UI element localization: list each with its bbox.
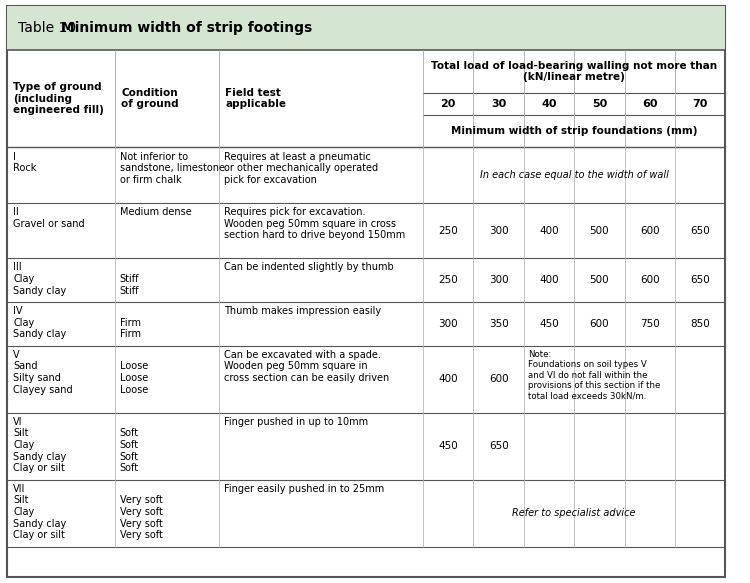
Text: In each case equal to the width of wall: In each case equal to the width of wall [480, 170, 669, 180]
Text: Very soft
Very soft
Very soft
Very soft: Very soft Very soft Very soft Very soft [120, 484, 163, 540]
Text: Type of ground
(including
engineered fill): Type of ground (including engineered fil… [13, 82, 104, 115]
Text: 20: 20 [440, 99, 456, 110]
Text: 500: 500 [590, 226, 609, 236]
Text: 650: 650 [690, 226, 710, 236]
Text: 300: 300 [439, 319, 458, 329]
Text: Condition
of ground: Condition of ground [122, 87, 178, 110]
Text: Can be excavated with a spade.
Wooden peg 50mm square in
cross section can be ea: Can be excavated with a spade. Wooden pe… [224, 350, 388, 383]
FancyBboxPatch shape [8, 6, 725, 577]
Text: 400: 400 [539, 275, 559, 285]
Text: Requires pick for excavation.
Wooden peg 50mm square in cross
section hard to dr: Requires pick for excavation. Wooden peg… [224, 207, 405, 240]
Text: Note:
Foundations on soil types V
and VI do not fall within the
provisions of th: Note: Foundations on soil types V and VI… [528, 350, 661, 401]
Text: 400: 400 [539, 226, 559, 236]
Text: Medium dense: Medium dense [120, 207, 191, 217]
Text: 450: 450 [439, 441, 458, 451]
Text: III
Clay
Sandy clay: III Clay Sandy clay [13, 262, 67, 296]
Text: Requires at least a pneumatic
or other mechanically operated
pick for excavation: Requires at least a pneumatic or other m… [224, 152, 378, 185]
Text: VII
Silt
Clay
Sandy clay
Clay or silt: VII Silt Clay Sandy clay Clay or silt [13, 484, 67, 540]
Text: Loose
Loose
Loose: Loose Loose Loose [120, 350, 148, 395]
Text: 250: 250 [439, 226, 458, 236]
Text: IV
Clay
Sandy clay: IV Clay Sandy clay [13, 306, 67, 339]
Text: 600: 600 [590, 319, 609, 329]
Text: Finger easily pushed in to 25mm: Finger easily pushed in to 25mm [224, 484, 384, 494]
Text: Table 10: Table 10 [18, 20, 86, 35]
Text: 30: 30 [491, 99, 506, 110]
Text: Finger pushed in up to 10mm: Finger pushed in up to 10mm [224, 417, 368, 427]
Text: Thumb makes impression easily: Thumb makes impression easily [224, 306, 381, 316]
Text: Total load of load-bearing walling not more than
(kN/linear metre): Total load of load-bearing walling not m… [431, 61, 717, 82]
Text: 40: 40 [542, 99, 556, 110]
Text: Field test
applicable: Field test applicable [225, 87, 286, 110]
Text: II
Gravel or sand: II Gravel or sand [13, 207, 85, 229]
Text: Firm
Firm: Firm Firm [120, 306, 141, 339]
FancyBboxPatch shape [8, 6, 725, 50]
Text: 350: 350 [489, 319, 508, 329]
Text: 850: 850 [690, 319, 710, 329]
Text: 400: 400 [439, 374, 458, 384]
Text: Stiff
Stiff: Stiff Stiff [120, 262, 140, 296]
Text: 650: 650 [489, 441, 508, 451]
Text: Minimum width of strip footings: Minimum width of strip footings [61, 20, 312, 35]
Text: 60: 60 [642, 99, 658, 110]
Text: 300: 300 [489, 275, 508, 285]
Text: Refer to specialist advice: Refer to specialist advice [512, 508, 636, 518]
Text: 500: 500 [590, 275, 609, 285]
Text: 750: 750 [640, 319, 660, 329]
Text: 450: 450 [539, 319, 559, 329]
Text: 600: 600 [640, 226, 659, 236]
Text: 600: 600 [489, 374, 508, 384]
Text: 300: 300 [489, 226, 508, 236]
Text: VI
Silt
Clay
Sandy clay
Clay or silt: VI Silt Clay Sandy clay Clay or silt [13, 417, 67, 473]
Text: V
Sand
Silty sand
Clayey sand: V Sand Silty sand Clayey sand [13, 350, 73, 395]
Text: Soft
Soft
Soft
Soft: Soft Soft Soft Soft [120, 417, 139, 473]
Text: Can be indented slightly by thumb: Can be indented slightly by thumb [224, 262, 393, 272]
Text: 50: 50 [592, 99, 607, 110]
Text: 70: 70 [692, 99, 708, 110]
Text: I
Rock: I Rock [13, 152, 37, 173]
Text: 250: 250 [439, 275, 458, 285]
Text: Not inferior to
sandstone, limestone
or firm chalk: Not inferior to sandstone, limestone or … [120, 152, 225, 185]
Text: 650: 650 [690, 275, 710, 285]
Text: 600: 600 [640, 275, 659, 285]
Text: Minimum width of strip foundations (mm): Minimum width of strip foundations (mm) [451, 127, 698, 136]
